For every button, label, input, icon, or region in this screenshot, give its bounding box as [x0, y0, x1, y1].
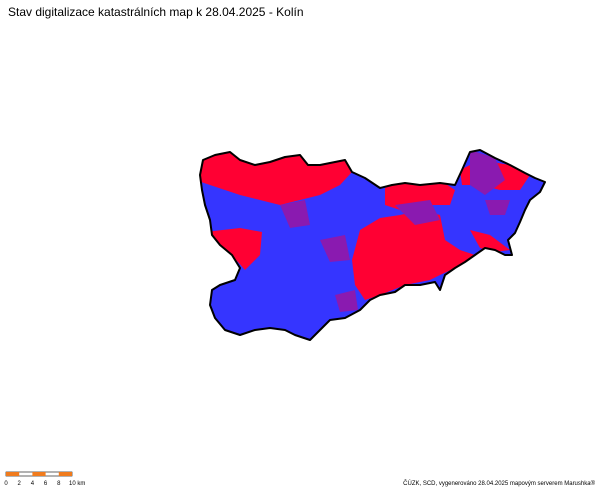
scale-segment [32, 472, 46, 476]
map-regions [200, 150, 545, 340]
scale-label: 2 [18, 481, 22, 487]
map-title: Stav digitalizace katastrálních map k 28… [8, 5, 304, 19]
scale-label: 0 [4, 481, 8, 487]
district-outline [199, 149, 546, 341]
scale-segment [58, 472, 72, 476]
mixed-areas [280, 150, 510, 312]
scale-label: 8 [57, 481, 61, 487]
scale-label: 10 km [69, 481, 85, 487]
scale-label: 6 [44, 481, 48, 487]
scale-segment [6, 472, 20, 476]
scale-label: 4 [31, 481, 35, 487]
scale-bar: 0 2 4 6 8 10 km [4, 471, 85, 487]
credit: ČÚZK, SCD, vygenerováno 28.04.2025 mapov… [403, 480, 595, 487]
